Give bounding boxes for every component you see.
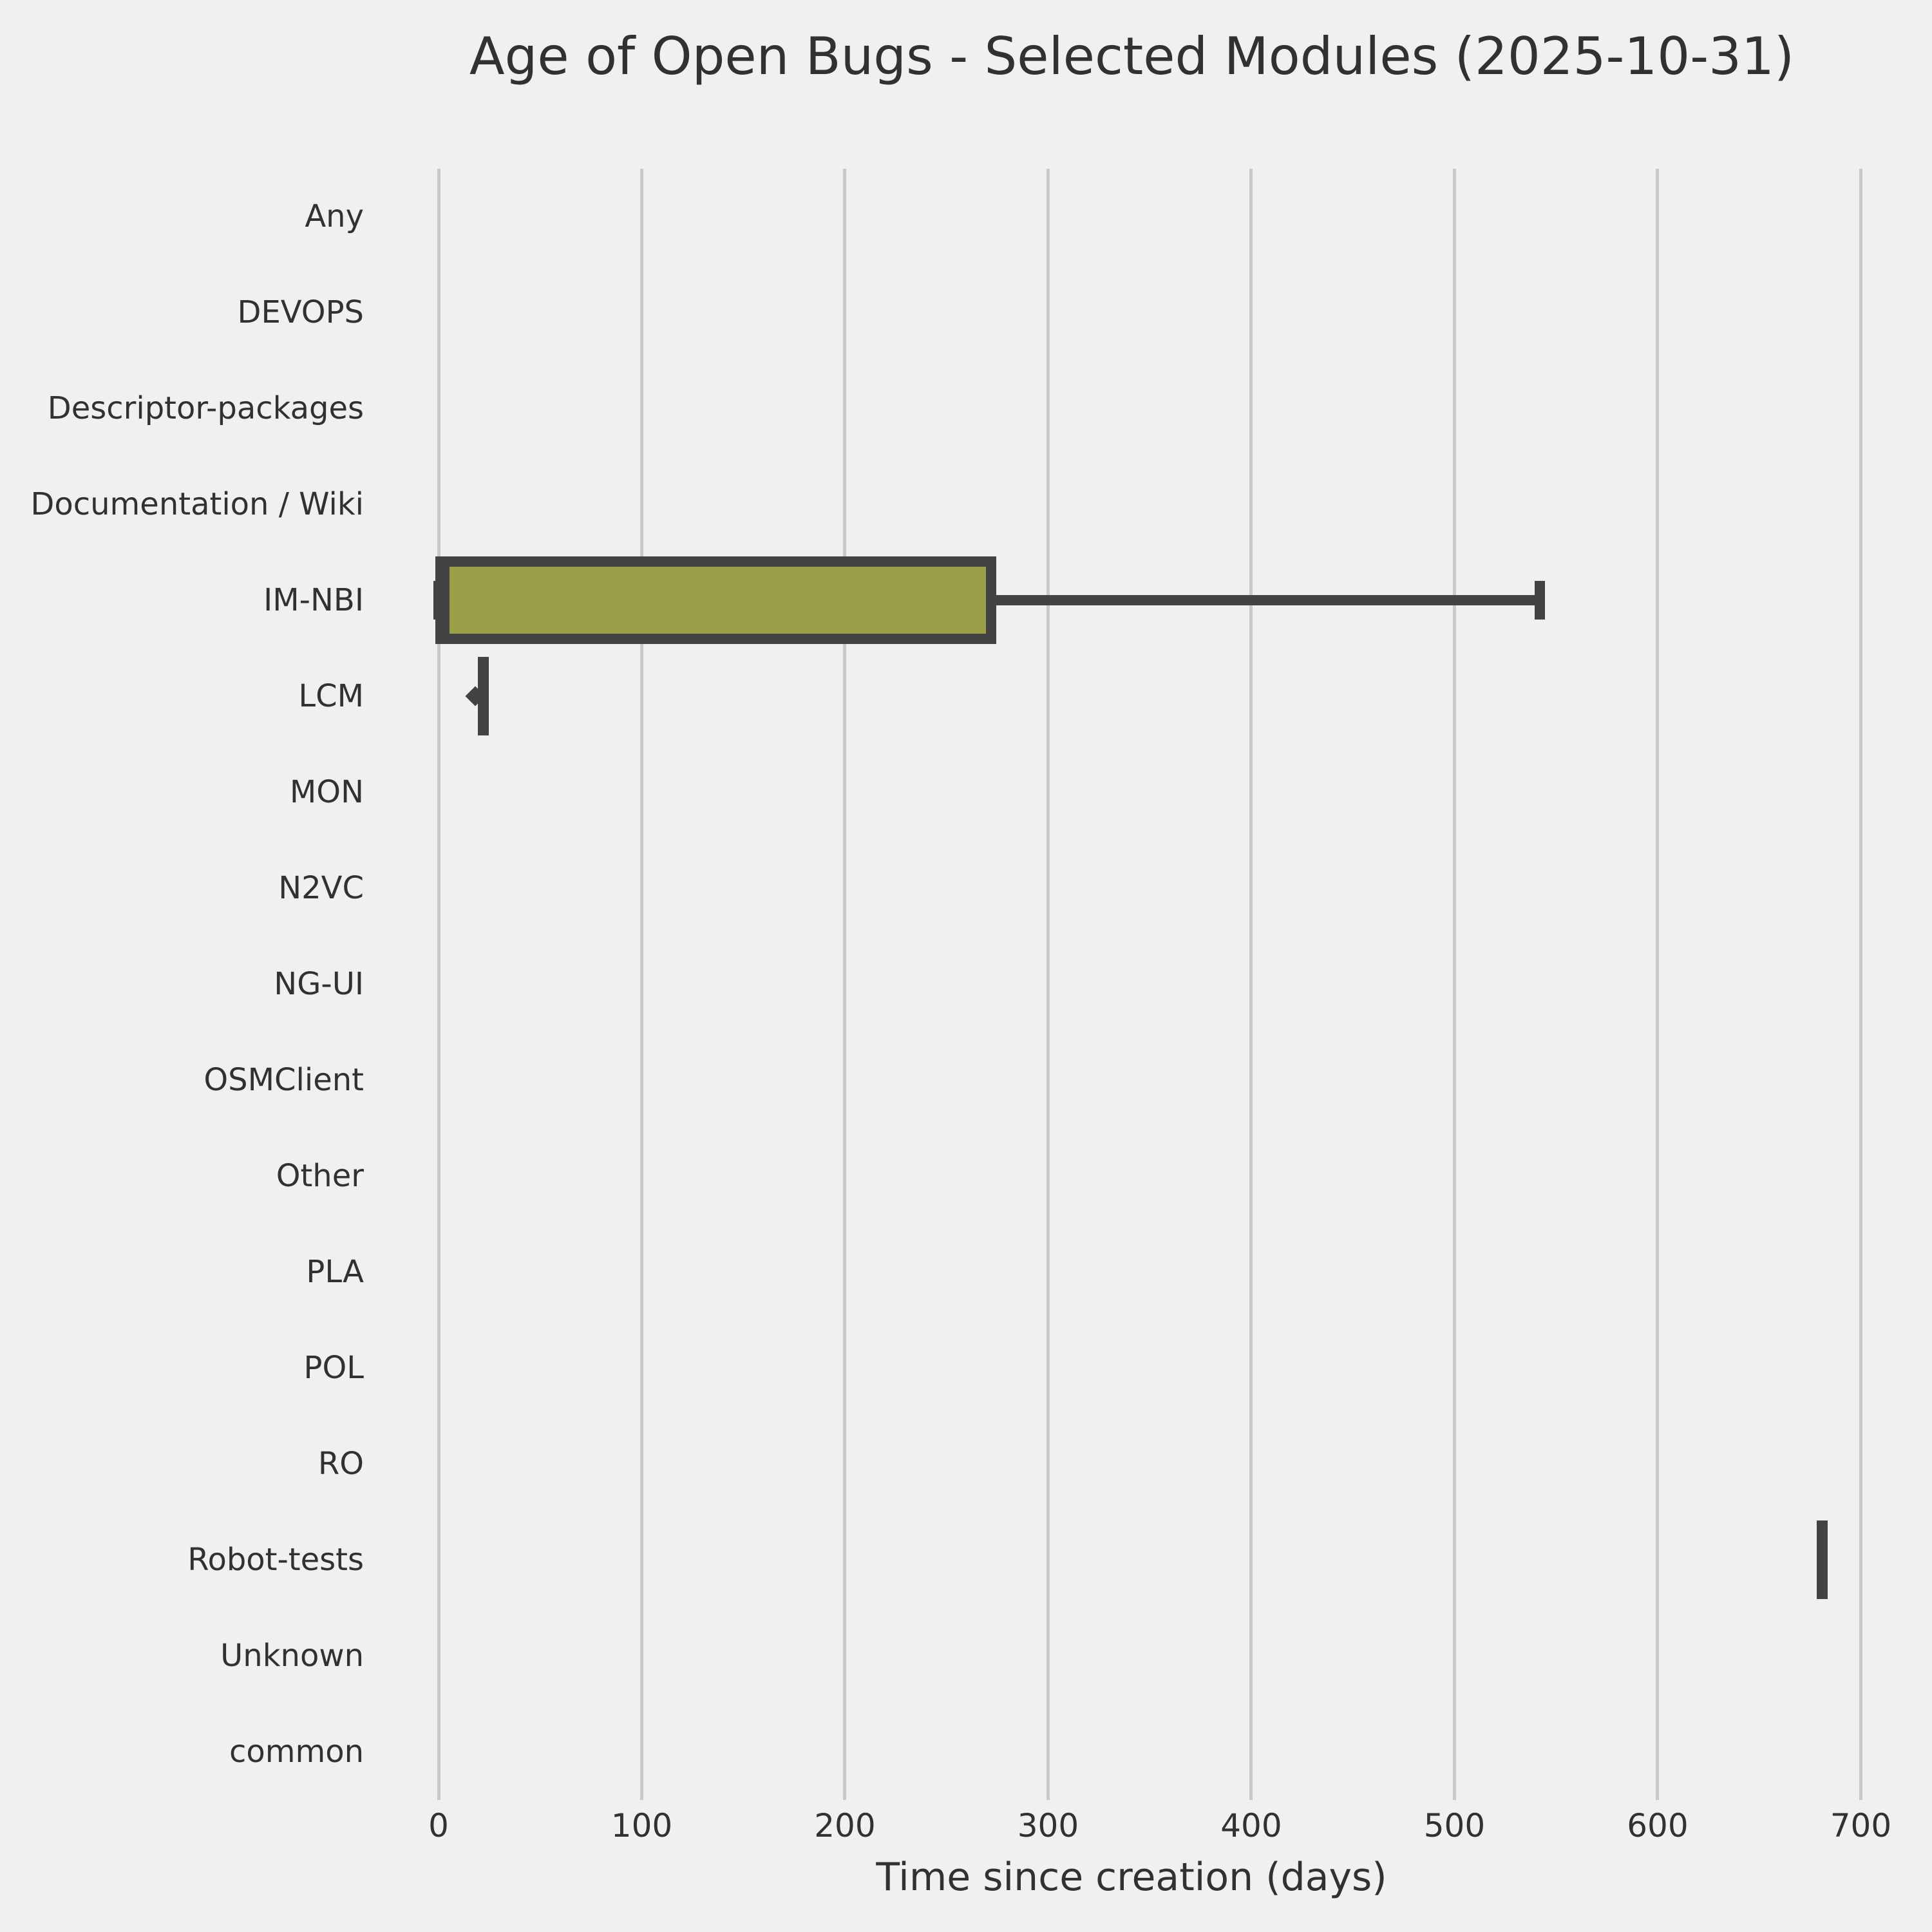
- median-line: [439, 567, 450, 634]
- gridline-500: [1452, 169, 1456, 1800]
- x-tick-label-300: 300: [1017, 1807, 1079, 1844]
- x-tick-label-200: 200: [814, 1807, 876, 1844]
- category-label-ng-ui: NG-UI: [274, 966, 364, 1002]
- category-label-lcm: LCM: [298, 678, 364, 714]
- category-label-n2vc: N2VC: [278, 870, 364, 906]
- x-tick-label-600: 600: [1627, 1807, 1689, 1844]
- x-tick-label-700: 700: [1830, 1807, 1892, 1844]
- category-label-ro: RO: [317, 1446, 364, 1482]
- category-label-common: common: [229, 1734, 364, 1770]
- whisker-high-line: [991, 595, 1540, 605]
- category-label-any: Any: [305, 198, 364, 234]
- whisker-cap-high: [1534, 581, 1545, 620]
- x-axis-label: Time since creation (days): [876, 1855, 1387, 1900]
- category-label-osmclient: OSMClient: [204, 1062, 364, 1098]
- category-label-devops: DEVOPS: [237, 294, 364, 330]
- category-label-unknown: Unknown: [220, 1638, 364, 1674]
- gridline-0: [437, 169, 440, 1800]
- x-tick-label-100: 100: [611, 1807, 673, 1844]
- category-label-im-nbi: IM-NBI: [263, 582, 364, 618]
- x-tick-label-400: 400: [1220, 1807, 1282, 1844]
- category-label-documentation-wiki: Documentation / Wiki: [30, 486, 364, 522]
- category-label-mon: MON: [289, 774, 364, 810]
- gridline-700: [1859, 169, 1862, 1800]
- category-label-other: Other: [276, 1158, 364, 1194]
- gridline-400: [1249, 169, 1253, 1800]
- gridline-100: [639, 169, 643, 1800]
- collapsed-box: [1817, 1520, 1828, 1599]
- gridline-300: [1046, 169, 1050, 1800]
- category-label-robot-tests: Robot-tests: [187, 1542, 364, 1578]
- gridline-200: [843, 169, 847, 1800]
- category-label-pol: POL: [303, 1350, 364, 1386]
- gridline-600: [1656, 169, 1660, 1800]
- category-label-descriptor-packages: Descriptor-packages: [47, 390, 364, 426]
- x-tick-label-500: 500: [1423, 1807, 1486, 1844]
- box-iqr: [435, 556, 997, 644]
- chart-title: Age of Open Bugs - Selected Modules (202…: [469, 26, 1795, 86]
- x-tick-label-0: 0: [428, 1807, 449, 1844]
- category-label-pla: PLA: [306, 1254, 364, 1290]
